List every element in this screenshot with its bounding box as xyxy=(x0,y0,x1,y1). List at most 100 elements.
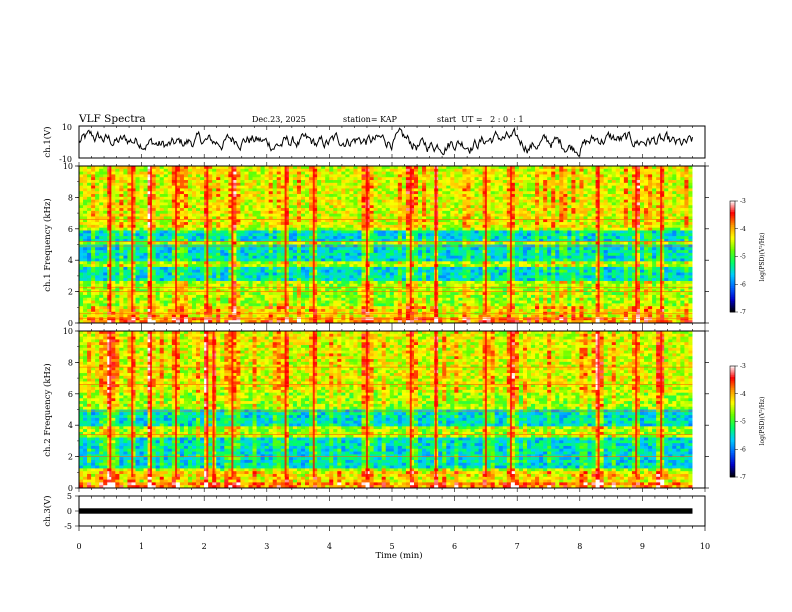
spectrogram-cell xyxy=(272,250,278,254)
spectrogram-cell xyxy=(119,275,124,279)
spectrogram-cell xyxy=(365,320,370,324)
spectrogram-cell xyxy=(373,219,379,223)
spectrogram-cell xyxy=(409,233,415,237)
spectrogram-cell xyxy=(244,250,249,254)
spectrogram-cell xyxy=(260,303,266,307)
spectrogram-cell xyxy=(341,250,346,254)
spectrogram-cell xyxy=(397,213,403,217)
spectrogram-cell xyxy=(127,283,132,287)
spectrogram-cell xyxy=(377,289,383,293)
spectrogram-cell xyxy=(272,289,278,293)
spectrogram-cell xyxy=(401,306,407,310)
spectrogram-cell xyxy=(212,252,217,257)
spectrogram-cell xyxy=(79,180,84,184)
spectrogram-cell xyxy=(305,177,310,181)
spectrogram-cell xyxy=(381,202,387,206)
spectrogram-cell xyxy=(333,294,338,299)
spectrogram-cell xyxy=(381,191,387,195)
spectrogram-cell xyxy=(353,177,358,181)
spectrogram-cell xyxy=(208,294,213,299)
spectrogram-cell xyxy=(91,297,96,301)
spectrogram-cell xyxy=(183,177,189,181)
spectrogram-cell xyxy=(393,230,399,234)
spectrogram-cell xyxy=(377,196,383,201)
spectrogram-cell xyxy=(163,230,169,234)
spectrogram-cell xyxy=(401,272,407,276)
spectrogram-cell xyxy=(268,191,274,195)
spectrogram-cell xyxy=(361,266,366,271)
spectrogram-cell xyxy=(369,292,375,296)
spectrogram-cell xyxy=(405,185,411,189)
spectrogram-cell xyxy=(305,213,310,217)
spectrogram-cell xyxy=(357,303,362,307)
spectrogram-cell xyxy=(422,219,427,223)
spectrogram-cell xyxy=(292,205,298,209)
spectrogram-cell xyxy=(389,238,395,243)
spectrogram-cell xyxy=(127,275,132,279)
spectrogram-cell xyxy=(369,202,375,206)
spectrogram-cell xyxy=(248,300,253,304)
spectrogram-cell xyxy=(87,272,92,276)
spectrogram-cell xyxy=(91,236,96,240)
spectrogram-cell xyxy=(377,250,383,254)
spectrogram-cell xyxy=(127,210,132,215)
spectrogram-cell xyxy=(228,241,233,245)
spectrogram-cell xyxy=(212,300,217,304)
spectrogram-cell xyxy=(333,208,338,212)
spectrogram-cell xyxy=(309,278,314,282)
spectrogram-cell xyxy=(329,177,334,181)
spectrogram-cell xyxy=(228,261,233,265)
spectrogram-cell xyxy=(167,213,173,217)
spectrogram-cell xyxy=(413,194,419,198)
spectrogram-cell xyxy=(409,188,415,192)
spectrogram-cell xyxy=(163,174,169,178)
spectrogram-cell xyxy=(284,289,290,293)
spectrogram-cell xyxy=(288,306,294,310)
spectrogram-cell xyxy=(155,255,161,259)
spectrogram-cell xyxy=(309,261,314,265)
spectrogram-cell xyxy=(232,182,237,187)
spectrogram-cell xyxy=(79,194,84,198)
spectrogram-cell xyxy=(252,174,257,178)
spectrogram-cell xyxy=(127,300,132,304)
spectrogram-cell xyxy=(179,233,185,237)
spectrogram-cell xyxy=(91,241,96,245)
spectrogram-cell xyxy=(276,188,282,192)
spectrogram-cell xyxy=(317,224,322,229)
spectrogram-cell xyxy=(329,283,334,287)
spectrogram-cell xyxy=(163,275,169,279)
spectrogram-cell xyxy=(409,306,415,310)
spectrogram-cell xyxy=(345,306,350,310)
spectrogram-cell xyxy=(337,213,342,217)
spectrogram-cell xyxy=(321,252,326,257)
spectrogram-cell xyxy=(317,177,322,181)
spectrogram-cell xyxy=(422,308,427,313)
spectrogram-cell xyxy=(175,191,181,195)
spectrogram-cell xyxy=(300,320,306,324)
spectrogram-cell xyxy=(163,308,169,313)
spectrogram-cell xyxy=(232,269,237,273)
spectrogram-cell xyxy=(143,308,149,313)
spectrogram-cell xyxy=(87,166,92,170)
spectrogram-cell xyxy=(99,191,104,195)
spectrogram-cell xyxy=(337,196,342,201)
spectrogram-cell xyxy=(377,297,383,301)
spectrogram-cell xyxy=(389,320,395,324)
spectrogram-cell xyxy=(401,247,407,251)
spectrogram-cell xyxy=(341,266,346,271)
spectrogram-cell xyxy=(300,202,306,206)
spectrogram-cell xyxy=(187,213,193,217)
spectrogram-cell xyxy=(292,180,298,184)
spectrogram-cell xyxy=(268,241,274,245)
spectrogram-cell xyxy=(143,255,149,259)
spectrogram-cell xyxy=(212,196,217,201)
spectrogram-cell xyxy=(175,283,181,287)
spectrogram-cell xyxy=(155,222,161,226)
spectrogram-cell xyxy=(357,205,362,209)
spectrogram-cell xyxy=(208,300,213,304)
spectrogram-cell xyxy=(135,210,140,215)
spectrogram-cell xyxy=(268,208,274,212)
spectrogram-cell xyxy=(127,224,132,229)
spectrogram-cell xyxy=(325,294,330,299)
spectrogram-cell xyxy=(357,168,362,172)
